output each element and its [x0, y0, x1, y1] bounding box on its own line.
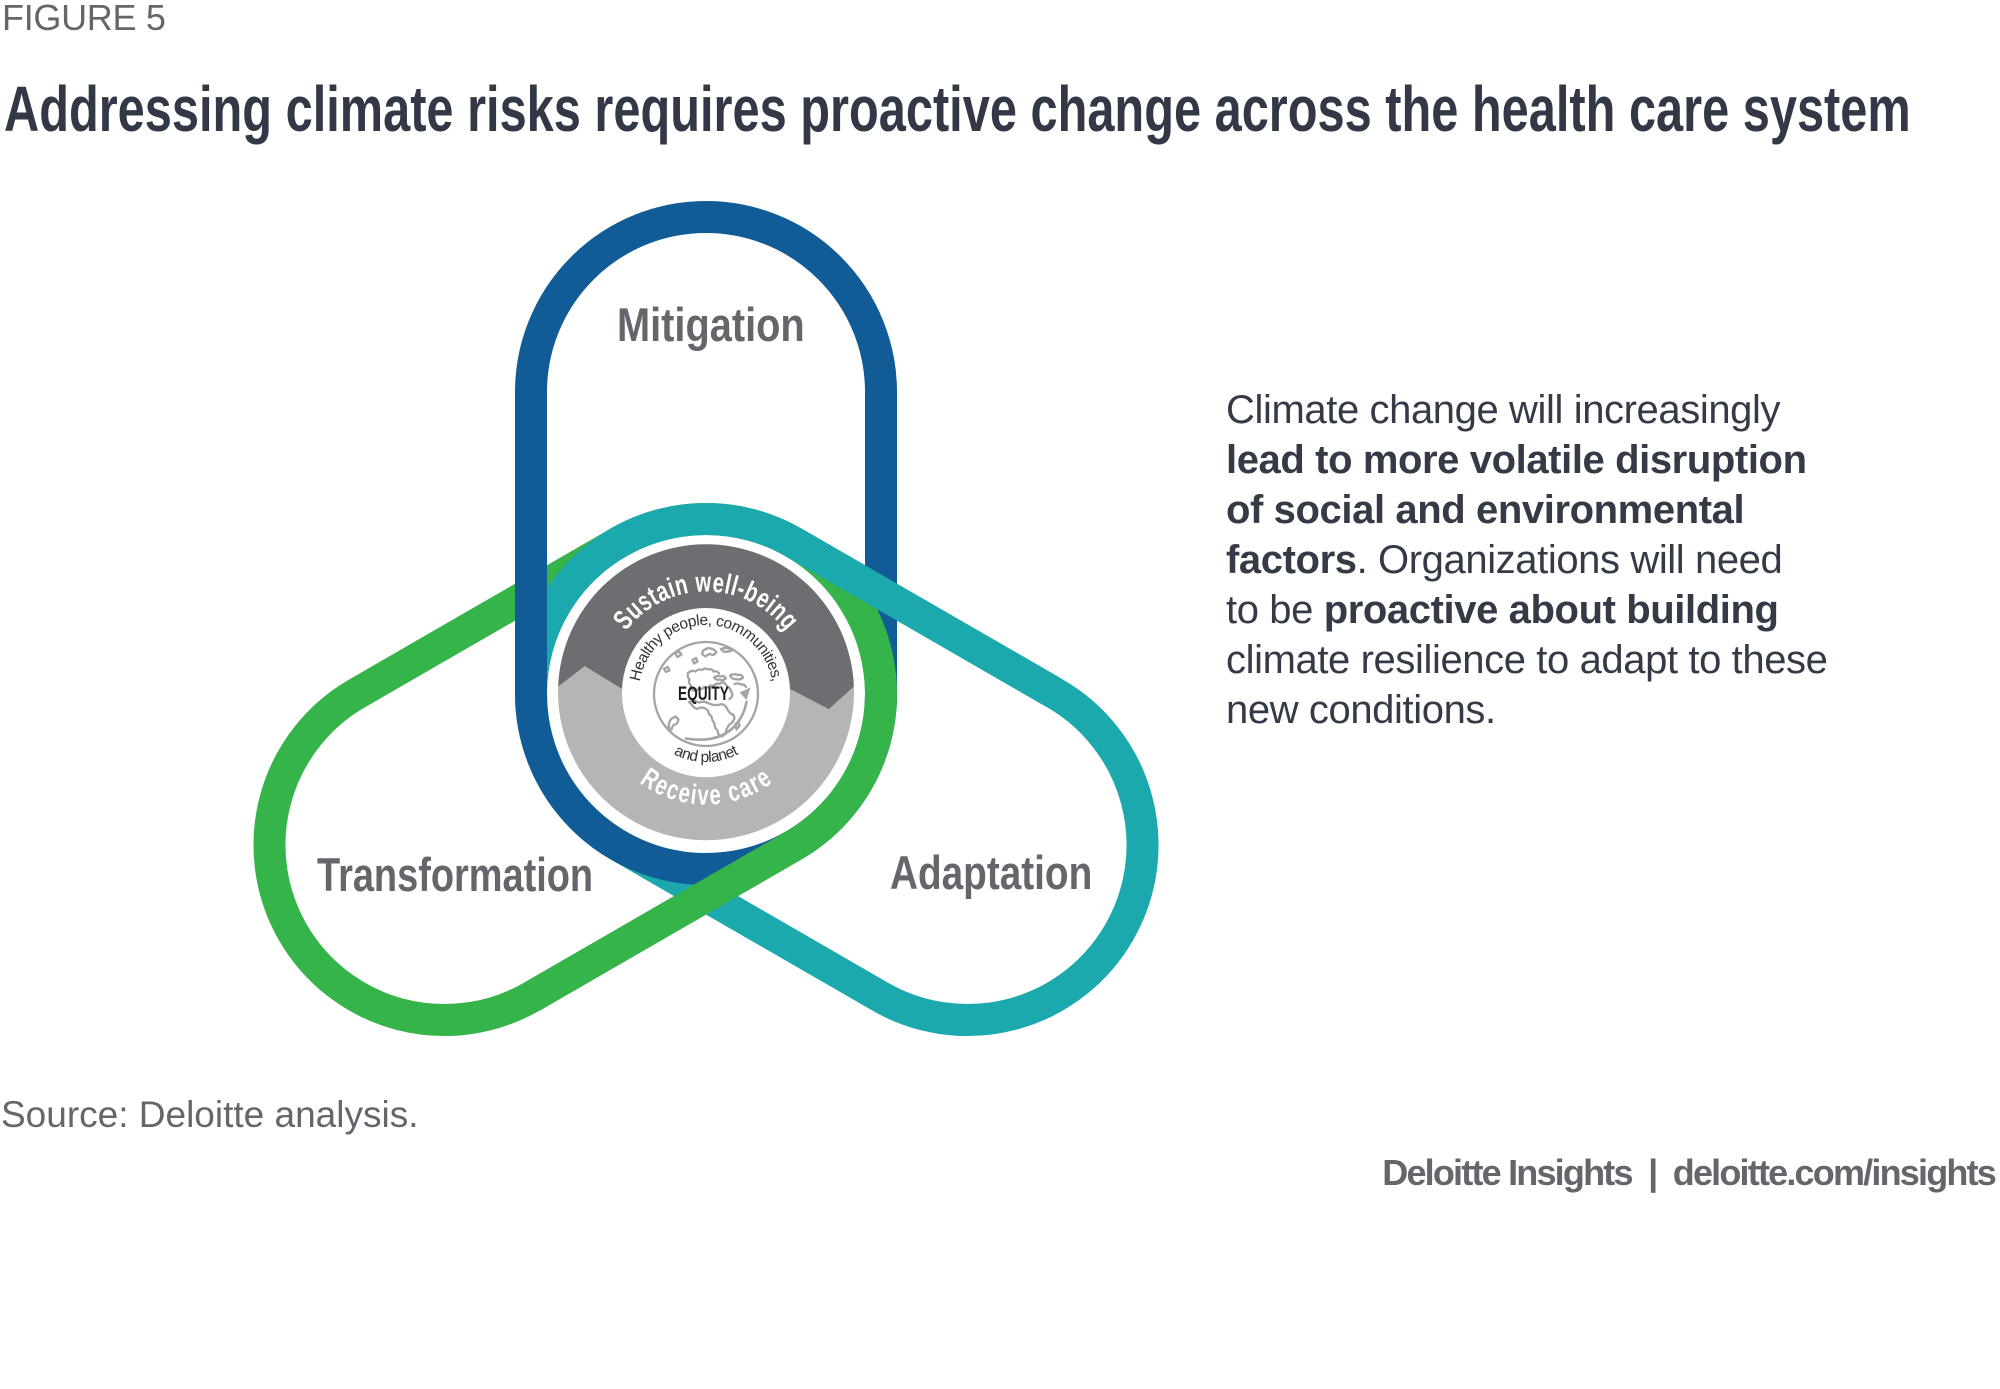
- svg-text:l: l: [722, 569, 734, 600]
- svg-text:EQUITY: EQUITY: [678, 683, 729, 705]
- svg-text:i: i: [689, 779, 698, 810]
- svg-text:v: v: [697, 780, 709, 811]
- svg-text:e: e: [708, 780, 722, 812]
- svg-text:w: w: [694, 567, 711, 598]
- svg-text:e: e: [711, 568, 726, 600]
